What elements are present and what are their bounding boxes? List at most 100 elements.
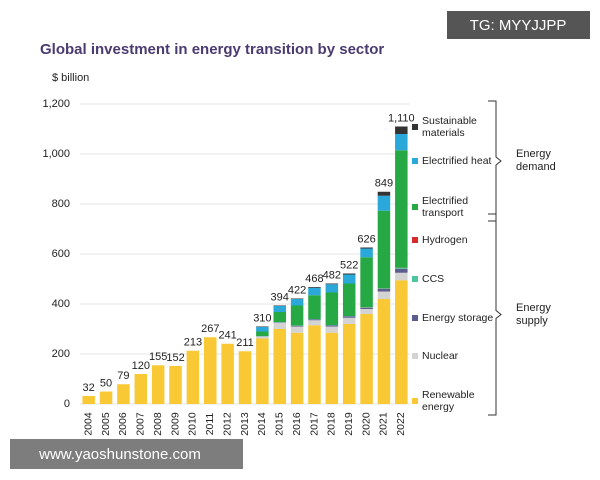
- bar-segment: [308, 320, 321, 326]
- x-tick-label: 2014: [256, 412, 268, 436]
- bar-segment: [273, 306, 286, 312]
- bar-segment: [395, 126, 408, 134]
- x-tick-label: 2012: [221, 412, 233, 436]
- total-label: 211: [236, 337, 254, 349]
- total-label: 1,110: [388, 112, 415, 124]
- bar-segment: [151, 365, 165, 404]
- group-label: Energy demand: [516, 148, 556, 173]
- bar-segment: [82, 396, 95, 404]
- total-label: 32: [83, 382, 95, 394]
- watermark: TG: MYYJJPP: [470, 17, 567, 34]
- watermark: www.yaoshunstone.com: [38, 446, 201, 463]
- bar-segment: [377, 299, 391, 404]
- bar-segment: [186, 350, 200, 404]
- total-label: 422: [288, 284, 306, 296]
- bar-segment: [273, 322, 286, 329]
- bar-segment: [308, 325, 321, 404]
- bar-segment: [377, 288, 391, 289]
- bar-segment: [342, 317, 356, 324]
- bar-segment: [377, 191, 391, 196]
- y-tick-label: 800: [52, 198, 70, 210]
- legend-label: Electrified transport: [422, 195, 469, 219]
- bar-segment: [238, 351, 252, 404]
- bar-segment: [325, 325, 339, 327]
- bar-segment: [377, 210, 391, 289]
- y-tick-label: 0: [64, 398, 70, 410]
- bar-segment: [308, 287, 321, 296]
- bar-segment: [290, 298, 304, 299]
- x-tick-label: 2015: [274, 412, 286, 436]
- total-label: 626: [357, 233, 375, 245]
- bar-segment: [342, 324, 356, 404]
- bar-segment: [290, 332, 304, 404]
- x-tick-label: 2018: [326, 412, 338, 436]
- total-label: 79: [117, 370, 129, 382]
- bar-segment: [256, 326, 269, 327]
- total-label: 849: [375, 178, 393, 190]
- bar-segment: [273, 312, 286, 322]
- x-tick-label: 2011: [204, 413, 216, 436]
- total-label: 50: [100, 377, 112, 389]
- bar-segment: [256, 338, 269, 404]
- x-tick-label: 2020: [360, 412, 372, 436]
- legend-label: CCS: [422, 273, 445, 285]
- legend-label: Renewable energy: [422, 389, 475, 413]
- legend-label: Energy storage: [422, 312, 494, 324]
- y-axis-label: $ billion: [52, 72, 89, 84]
- legend-swatch: [412, 398, 418, 404]
- bar-segment: [360, 307, 373, 309]
- bar-segment: [360, 248, 373, 258]
- bar-segment: [221, 343, 234, 404]
- bar-segment: [256, 336, 269, 339]
- bar-segment: [273, 329, 286, 404]
- bar-segment: [273, 322, 286, 323]
- group-bracket: [488, 213, 502, 416]
- x-tick-label: 2008: [152, 412, 164, 436]
- total-label: 310: [253, 312, 271, 324]
- total-label: 267: [201, 323, 219, 335]
- bar-segment: [360, 309, 373, 314]
- bar-segment: [290, 325, 304, 327]
- bar-segment: [273, 305, 286, 306]
- bar-segment: [395, 134, 408, 151]
- bar-segment: [117, 384, 130, 404]
- bar-segment: [342, 283, 356, 316]
- bar-segment: [395, 268, 408, 273]
- chart-title: Global investment in energy transition b…: [40, 41, 384, 58]
- x-tick-label: 2007: [135, 412, 147, 436]
- legend-label: Nuclear: [422, 350, 459, 362]
- total-label: 468: [305, 273, 323, 285]
- bar-segment: [325, 326, 339, 333]
- x-tick-label: 2010: [187, 412, 199, 436]
- bar-segment: [308, 319, 321, 321]
- bar-segment: [342, 274, 356, 284]
- bar-segment: [308, 287, 321, 288]
- bar-segment: [256, 327, 269, 332]
- total-label: 120: [132, 360, 150, 372]
- x-tick-label: 2009: [169, 412, 181, 436]
- bar-segment: [395, 272, 408, 281]
- y-tick-label: 400: [52, 298, 70, 310]
- legend-swatch: [412, 276, 418, 282]
- bar-segment: [395, 280, 408, 404]
- y-tick-label: 600: [52, 248, 70, 260]
- bar-segment: [204, 337, 217, 404]
- bar-segment: [290, 299, 304, 306]
- bar-segment: [377, 289, 391, 292]
- bar-segment: [325, 284, 339, 293]
- bar-segment: [134, 374, 148, 404]
- y-tick-label: 1,200: [42, 98, 70, 110]
- x-tick-label: 2022: [395, 412, 407, 436]
- bar-segment: [342, 273, 356, 275]
- total-label: 155: [149, 351, 167, 363]
- bar-segment: [325, 283, 339, 285]
- bar-segment: [256, 331, 269, 336]
- total-label: 482: [323, 269, 341, 281]
- bar-segment: [395, 150, 408, 268]
- bar-segment: [377, 291, 391, 299]
- legend-label: Sustainable materials: [422, 115, 477, 139]
- total-label: 241: [218, 330, 236, 342]
- x-tick-label: 2005: [100, 412, 112, 436]
- watermark-box: [10, 439, 243, 469]
